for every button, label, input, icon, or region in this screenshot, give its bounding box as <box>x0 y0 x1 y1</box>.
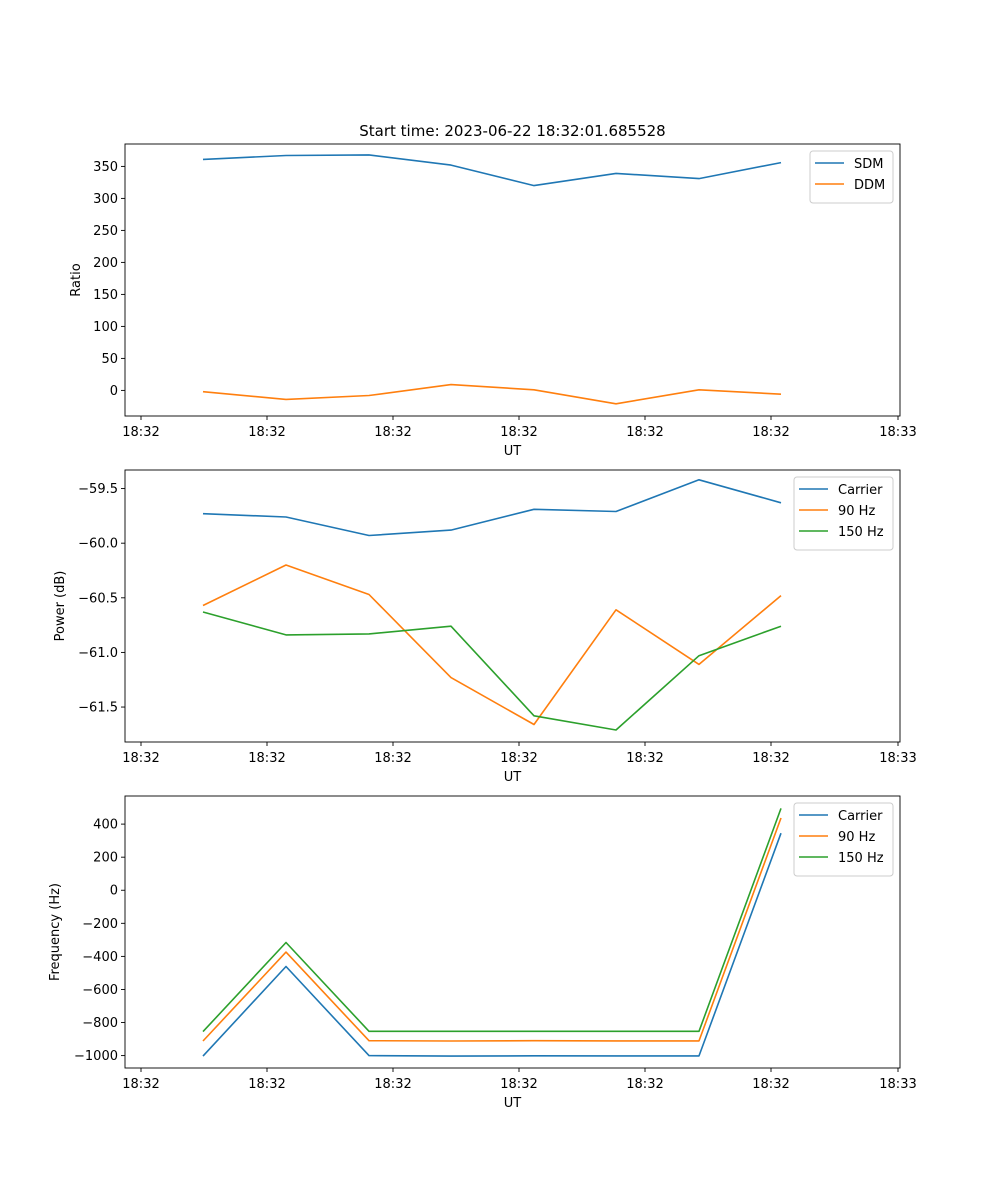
y-tick-label: −600 <box>82 983 118 998</box>
series-line-sdm <box>202 154 782 187</box>
legend-label: 90 Hz <box>838 504 875 519</box>
y-tick-label: −61.0 <box>78 646 118 661</box>
x-tick-label: 18:32 <box>122 751 159 766</box>
y-tick-label: −59.5 <box>78 482 118 497</box>
x-tick-label: 18:33 <box>879 751 916 766</box>
x-tick-label: 18:32 <box>248 1077 285 1092</box>
series-line-carrier <box>202 478 782 537</box>
series-line-90-hz <box>202 817 782 1042</box>
y-tick-label: −1000 <box>74 1049 118 1064</box>
x-tick-label: 18:32 <box>626 1077 663 1092</box>
x-tick-label: 18:32 <box>374 1077 411 1092</box>
legend-label: 90 Hz <box>838 830 875 845</box>
axes-frame <box>124 469 901 743</box>
x-tick-label: 18:32 <box>626 425 663 440</box>
y-tick-label: 100 <box>93 320 118 335</box>
legend-label: SDM <box>854 157 883 172</box>
legend-label: Carrier <box>838 483 883 498</box>
chart-panel-3: 18:32 18:32 18:32 18:32 18:32 18:32 18:33 −1000… <box>48 795 917 1111</box>
x-tick-label: 18:32 <box>248 751 285 766</box>
y-tick-label: 50 <box>101 352 118 367</box>
x-tick-label: 18:32 <box>248 425 285 440</box>
y-tick-label: 300 <box>93 192 118 207</box>
series-line-150-hz <box>202 611 782 731</box>
legend-box <box>809 150 894 204</box>
x-axis-label: UT <box>504 1096 522 1111</box>
legend: Carrier 90 Hz 150 Hz <box>793 476 894 551</box>
y-tick-label: 200 <box>93 256 118 271</box>
x-tick-label: 18:32 <box>500 1077 537 1092</box>
panels: 18:32 18:32 18:32 18:32 18:32 18:32 18:33 0 50 10… <box>48 143 917 1111</box>
series-line-ddm <box>202 383 782 405</box>
y-tick-label: 400 <box>93 818 118 833</box>
x-axis-label: UT <box>504 770 522 785</box>
legend-label: 150 Hz <box>838 525 884 540</box>
x-axis-label: UT <box>504 444 522 459</box>
y-tick-label: −400 <box>82 950 118 965</box>
x-tick-label: 18:32 <box>752 425 789 440</box>
x-tick-label: 18:33 <box>879 425 916 440</box>
series-line-90-hz <box>202 564 782 726</box>
y-tick-label: −60.5 <box>78 591 118 606</box>
legend-label: 150 Hz <box>838 851 884 866</box>
chart-panel-1: 18:32 18:32 18:32 18:32 18:32 18:32 18:33 0 50 10… <box>69 143 917 459</box>
y-axis-label: Frequency (Hz) <box>48 883 63 981</box>
y-tick-label: 250 <box>93 224 118 239</box>
series-line-150-hz <box>202 808 782 1033</box>
y-tick-label: 0 <box>110 884 118 899</box>
x-tick-label: 18:32 <box>374 425 411 440</box>
chart-panel-2: 18:32 18:32 18:32 18:32 18:32 18:32 18:33 −61.5… <box>53 469 917 785</box>
legend: SDM DDM <box>809 150 894 204</box>
legend-label: Carrier <box>838 809 883 824</box>
y-tick-label: 0 <box>110 384 118 399</box>
x-tick-label: 18:32 <box>626 751 663 766</box>
x-tick-label: 18:32 <box>122 425 159 440</box>
x-tick-label: 18:32 <box>752 751 789 766</box>
series-line-carrier <box>202 832 782 1057</box>
y-tick-label: −200 <box>82 917 118 932</box>
x-tick-label: 18:32 <box>500 751 537 766</box>
y-tick-label: −60.0 <box>78 537 118 552</box>
x-tick-label: 18:32 <box>122 1077 159 1092</box>
x-tick-label: 18:32 <box>500 425 537 440</box>
legend: Carrier 90 Hz 150 Hz <box>793 802 894 877</box>
chart-title: Start time: 2023-06-22 18:32:01.685528 <box>359 122 665 140</box>
legend-label: DDM <box>854 178 885 193</box>
y-tick-label: 200 <box>93 851 118 866</box>
x-tick-label: 18:32 <box>374 751 411 766</box>
y-axis-label: Ratio <box>69 263 84 296</box>
y-axis-label: Power (dB) <box>53 571 68 642</box>
y-tick-label: 150 <box>93 288 118 303</box>
axes-frame <box>124 795 901 1069</box>
y-tick-label: −800 <box>82 1016 118 1031</box>
x-tick-label: 18:32 <box>752 1077 789 1092</box>
x-tick-label: 18:33 <box>879 1077 916 1092</box>
y-tick-label: 350 <box>93 160 118 175</box>
axes-frame <box>124 143 901 417</box>
y-tick-label: −61.5 <box>78 701 118 716</box>
